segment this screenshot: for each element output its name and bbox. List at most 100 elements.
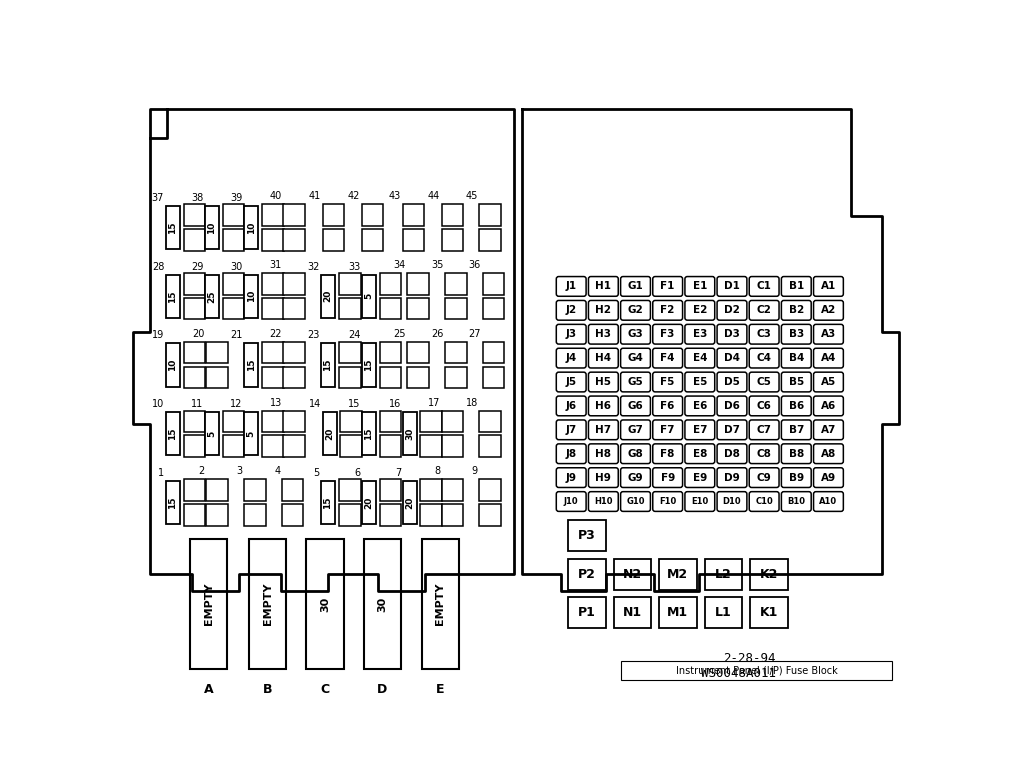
Bar bbox=[281, 480, 303, 501]
Text: C7: C7 bbox=[756, 424, 770, 435]
Bar bbox=[183, 229, 205, 251]
Text: 16: 16 bbox=[388, 399, 400, 409]
Bar bbox=[262, 298, 283, 320]
FancyBboxPatch shape bbox=[780, 468, 811, 487]
Text: N2: N2 bbox=[622, 567, 641, 580]
FancyBboxPatch shape bbox=[748, 420, 778, 440]
Text: G6: G6 bbox=[627, 401, 643, 411]
Bar bbox=[442, 204, 463, 226]
Text: 30: 30 bbox=[319, 597, 330, 611]
Bar bbox=[244, 412, 258, 456]
Bar bbox=[183, 204, 205, 226]
Bar bbox=[567, 521, 606, 552]
FancyBboxPatch shape bbox=[748, 396, 778, 416]
Bar bbox=[339, 298, 360, 320]
FancyBboxPatch shape bbox=[556, 468, 585, 487]
Bar bbox=[323, 412, 337, 456]
Text: J8: J8 bbox=[565, 449, 576, 459]
Text: H1: H1 bbox=[594, 282, 611, 292]
FancyBboxPatch shape bbox=[813, 372, 842, 392]
Bar bbox=[406, 366, 429, 388]
Bar bbox=[362, 204, 383, 226]
Bar bbox=[442, 480, 463, 501]
Text: 3: 3 bbox=[237, 466, 243, 476]
Bar bbox=[420, 411, 442, 432]
Text: B: B bbox=[263, 684, 272, 696]
Text: H6: H6 bbox=[594, 401, 611, 411]
Bar bbox=[379, 435, 401, 457]
Bar bbox=[339, 273, 360, 295]
Text: 4: 4 bbox=[274, 466, 280, 476]
FancyBboxPatch shape bbox=[780, 372, 811, 392]
FancyBboxPatch shape bbox=[780, 348, 811, 368]
FancyBboxPatch shape bbox=[556, 420, 585, 440]
Text: J3: J3 bbox=[565, 329, 576, 339]
Bar bbox=[479, 435, 500, 457]
Text: E8: E8 bbox=[692, 449, 707, 459]
Bar bbox=[222, 435, 245, 457]
Bar bbox=[613, 559, 650, 590]
Bar bbox=[183, 366, 205, 388]
Bar bbox=[222, 229, 245, 251]
Bar bbox=[402, 229, 424, 251]
FancyBboxPatch shape bbox=[748, 300, 778, 320]
Text: 25: 25 bbox=[207, 290, 216, 303]
FancyBboxPatch shape bbox=[748, 372, 778, 392]
Text: E10: E10 bbox=[691, 497, 708, 506]
Bar bbox=[482, 273, 503, 295]
Text: F9: F9 bbox=[660, 473, 674, 483]
Text: D6: D6 bbox=[723, 401, 739, 411]
FancyBboxPatch shape bbox=[748, 276, 778, 296]
Bar bbox=[445, 298, 466, 320]
Bar bbox=[339, 366, 360, 388]
Text: F1: F1 bbox=[660, 282, 674, 292]
FancyBboxPatch shape bbox=[813, 468, 842, 487]
FancyBboxPatch shape bbox=[717, 468, 746, 487]
Bar bbox=[166, 275, 180, 318]
FancyBboxPatch shape bbox=[748, 468, 778, 487]
Text: 10: 10 bbox=[247, 290, 256, 303]
FancyBboxPatch shape bbox=[780, 492, 811, 511]
FancyBboxPatch shape bbox=[780, 300, 811, 320]
Bar bbox=[482, 298, 503, 320]
FancyBboxPatch shape bbox=[748, 348, 778, 368]
Bar bbox=[749, 559, 787, 590]
Text: 15: 15 bbox=[364, 359, 373, 371]
Text: F5: F5 bbox=[660, 377, 674, 387]
Text: D: D bbox=[377, 684, 387, 696]
FancyBboxPatch shape bbox=[652, 396, 681, 416]
FancyBboxPatch shape bbox=[652, 372, 681, 392]
Text: A10: A10 bbox=[819, 497, 837, 506]
Text: 28: 28 bbox=[152, 262, 164, 272]
Bar bbox=[244, 480, 266, 501]
Bar bbox=[281, 504, 303, 525]
Text: B10: B10 bbox=[787, 497, 805, 506]
FancyBboxPatch shape bbox=[748, 492, 778, 511]
Text: J6: J6 bbox=[565, 401, 576, 411]
Text: E5: E5 bbox=[692, 377, 707, 387]
FancyBboxPatch shape bbox=[717, 396, 746, 416]
Bar bbox=[362, 412, 375, 456]
Text: F6: F6 bbox=[660, 401, 674, 411]
Text: C: C bbox=[320, 684, 330, 696]
FancyBboxPatch shape bbox=[684, 468, 714, 487]
FancyBboxPatch shape bbox=[620, 444, 650, 463]
Text: A8: A8 bbox=[820, 449, 835, 459]
Bar bbox=[379, 411, 401, 432]
FancyBboxPatch shape bbox=[587, 468, 618, 487]
Bar bbox=[339, 342, 360, 363]
FancyBboxPatch shape bbox=[684, 372, 714, 392]
Text: 15: 15 bbox=[168, 496, 177, 509]
Text: H3: H3 bbox=[594, 329, 611, 339]
Text: 10: 10 bbox=[247, 221, 256, 234]
Text: P1: P1 bbox=[577, 606, 595, 619]
Text: 15: 15 bbox=[364, 428, 373, 440]
Bar bbox=[320, 275, 335, 318]
Text: 41: 41 bbox=[308, 192, 320, 202]
FancyBboxPatch shape bbox=[684, 492, 714, 511]
Text: H2: H2 bbox=[594, 305, 611, 315]
FancyBboxPatch shape bbox=[620, 372, 650, 392]
Text: B2: B2 bbox=[788, 305, 803, 315]
Text: D8: D8 bbox=[723, 449, 739, 459]
FancyBboxPatch shape bbox=[587, 348, 618, 368]
